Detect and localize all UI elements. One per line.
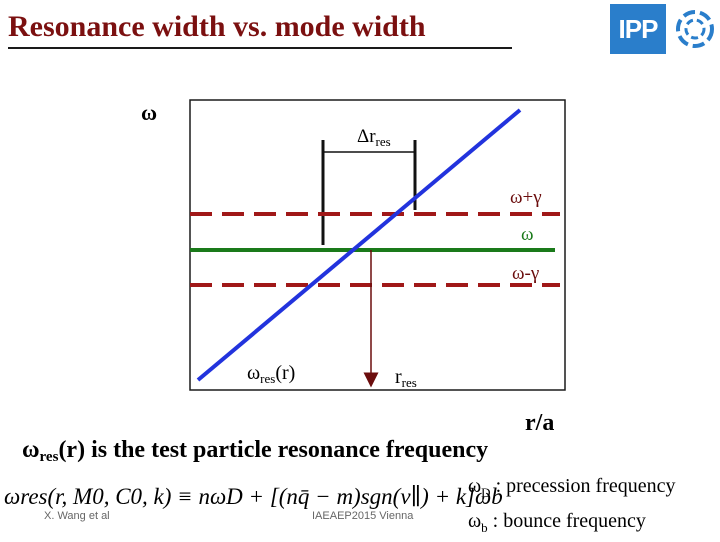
institute-emblem-icon bbox=[676, 10, 714, 48]
footer-conference: IAEAEP2015 Vienna bbox=[312, 510, 414, 522]
frequency-definitions: ωD : precession frequency ωb : bounce fr… bbox=[468, 472, 675, 542]
r-res-label: rres bbox=[395, 366, 417, 390]
omega-minus-gamma-label: ω-γ bbox=[512, 263, 540, 284]
plot-frame bbox=[189, 99, 566, 391]
omega-plus-gamma-label: ω+γ bbox=[510, 187, 542, 208]
resonance-formula: ωres(r, M0, C0, k) ≡ nωD + [(nq̄ − m)sgn… bbox=[4, 484, 503, 509]
delta-r-res-label: Δrres bbox=[357, 126, 391, 149]
omega-res-label: ωres(r) bbox=[247, 362, 296, 386]
omega-label: ω bbox=[521, 224, 534, 245]
title-underline bbox=[8, 47, 512, 49]
footer-author: X. Wang et al bbox=[44, 510, 110, 522]
y-axis-label: ω bbox=[141, 100, 158, 125]
precession-definition: ωD : precession frequency bbox=[468, 475, 676, 500]
bounce-definition: ωb : bounce frequency bbox=[468, 510, 646, 535]
ipp-logo: IPP bbox=[610, 4, 666, 54]
omega-res-line bbox=[196, 108, 522, 382]
caption-text: ωres(r) is the test particle resonance f… bbox=[22, 437, 489, 465]
x-axis-label: r/a bbox=[525, 410, 555, 436]
slide-title: Resonance width vs. mode width bbox=[8, 10, 426, 43]
